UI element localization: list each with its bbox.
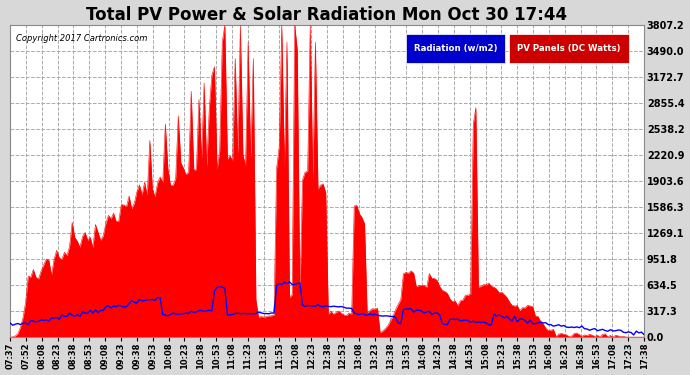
Text: PV Panels (DC Watts): PV Panels (DC Watts): [518, 44, 621, 53]
Text: Copyright 2017 Cartronics.com: Copyright 2017 Cartronics.com: [17, 34, 148, 44]
Title: Total PV Power & Solar Radiation Mon Oct 30 17:44: Total PV Power & Solar Radiation Mon Oct…: [86, 6, 568, 24]
Text: Radiation (w/m2): Radiation (w/m2): [414, 44, 497, 53]
FancyBboxPatch shape: [509, 34, 629, 63]
FancyBboxPatch shape: [406, 34, 504, 63]
